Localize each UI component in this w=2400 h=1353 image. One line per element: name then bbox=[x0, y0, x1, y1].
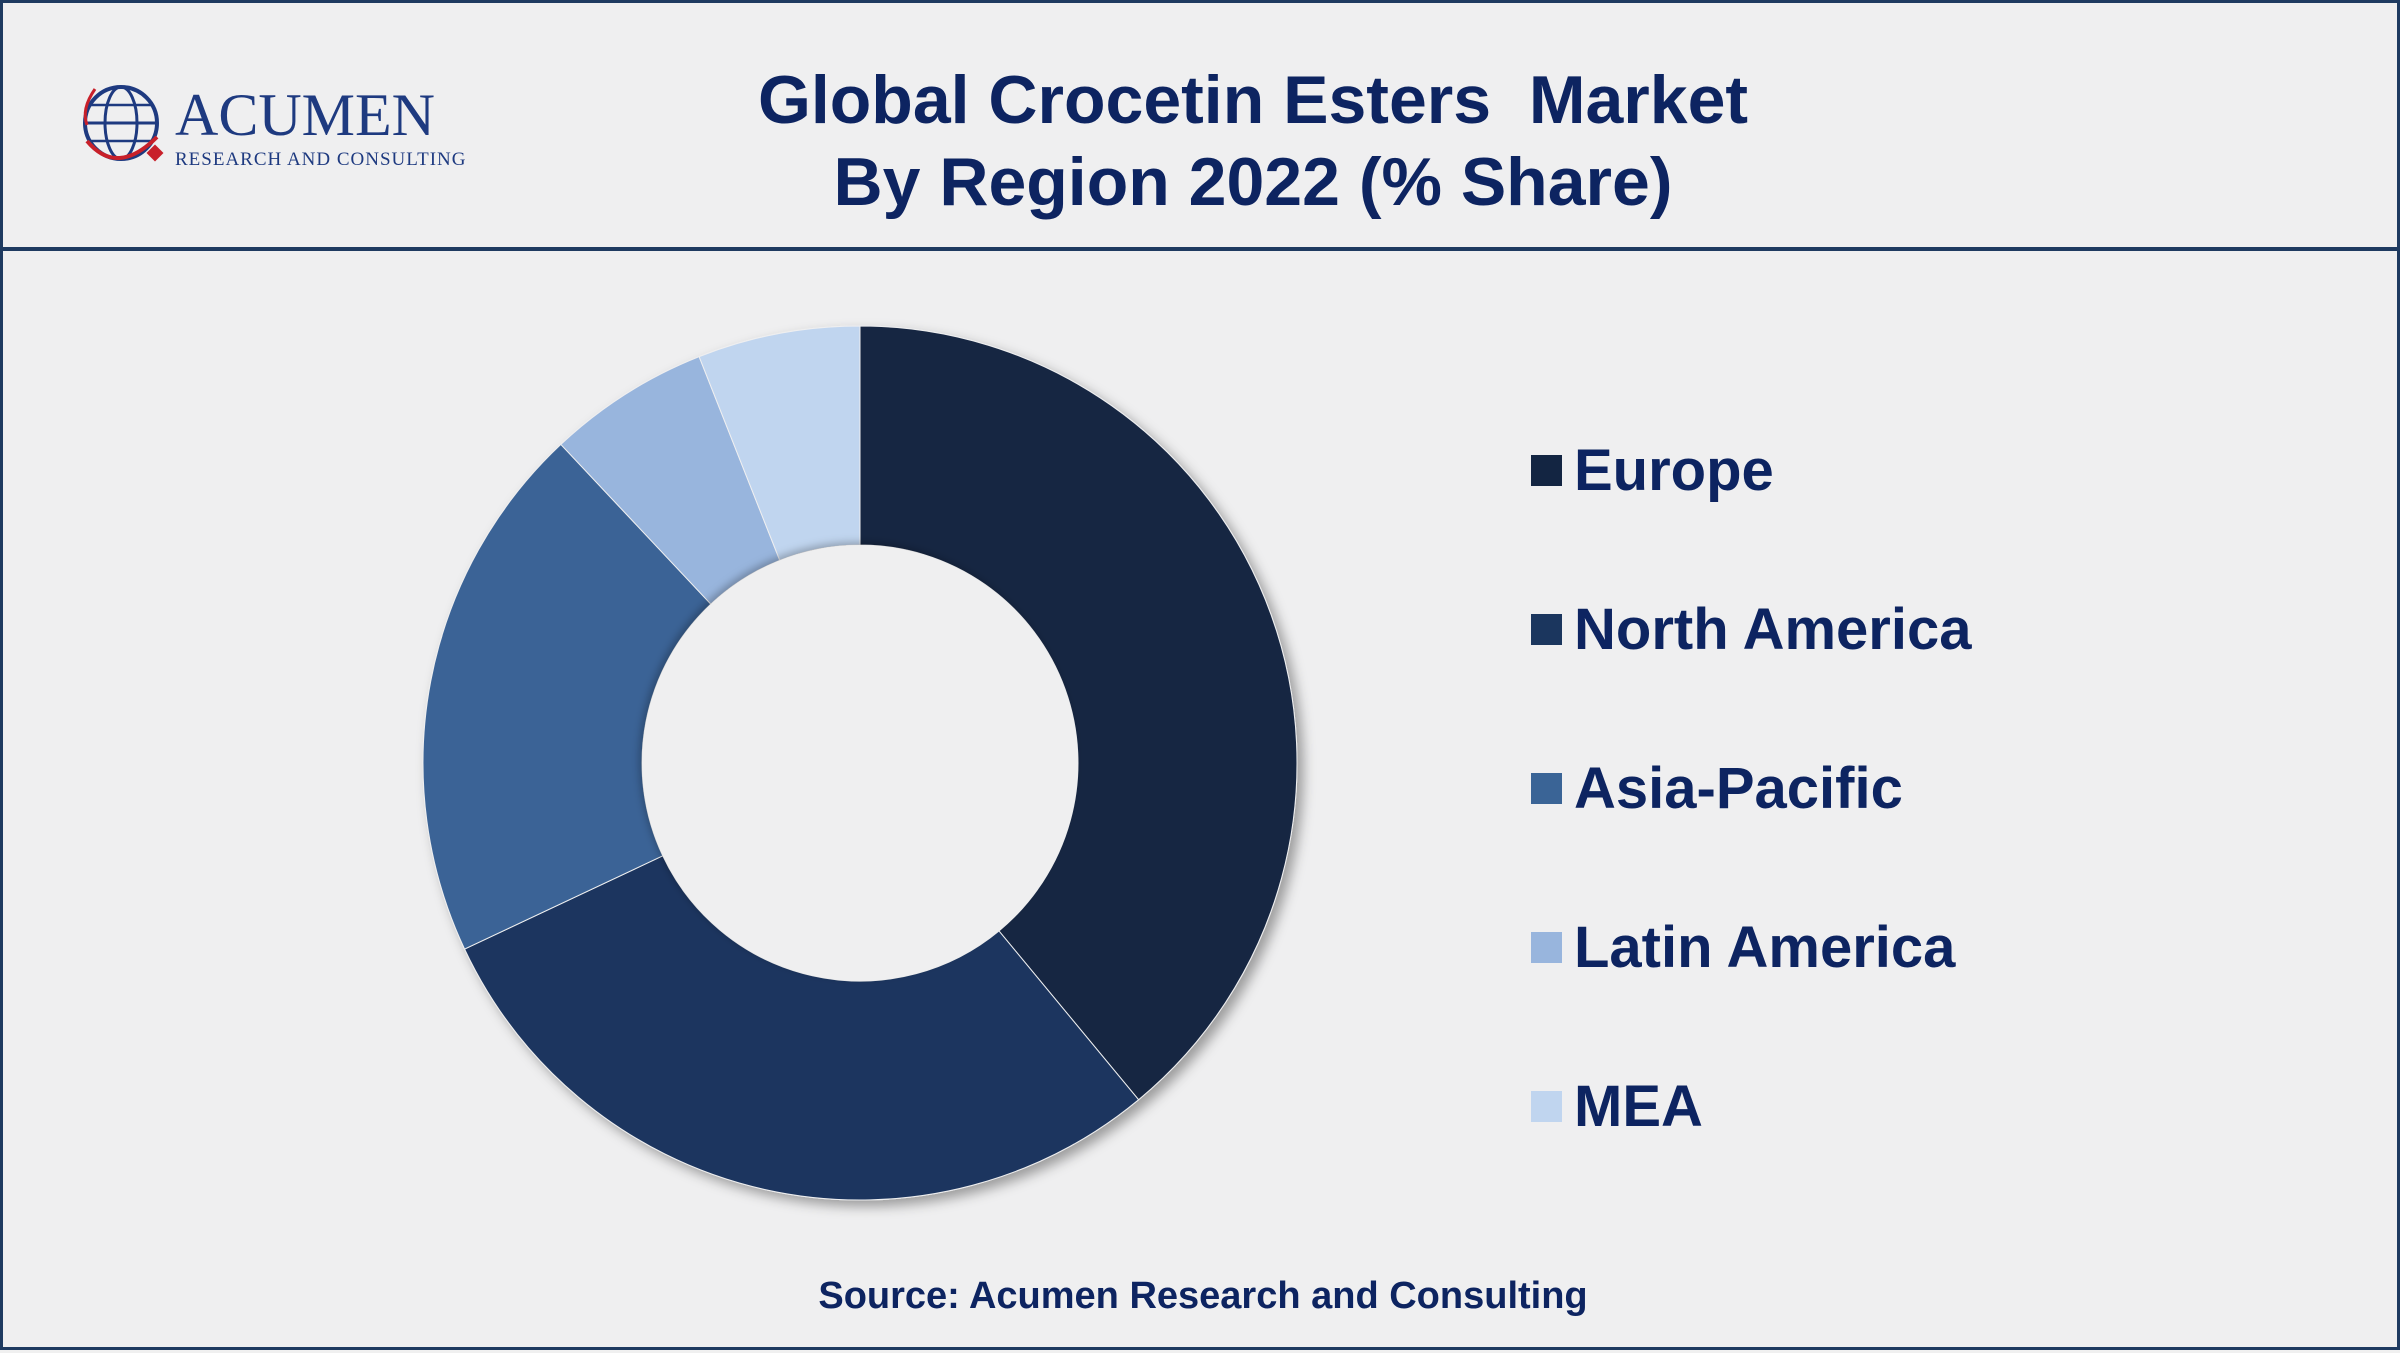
legend-swatch bbox=[1531, 614, 1562, 645]
legend-item: Europe bbox=[1531, 391, 1972, 550]
acumen-logo-icon: ACUMEN RESEARCH AND CONSULTING bbox=[83, 82, 467, 170]
legend-item: MEA bbox=[1531, 1027, 1972, 1186]
legend-item: Latin America bbox=[1531, 868, 1972, 1027]
header: ACUMEN RESEARCH AND CONSULTING Global Cr… bbox=[3, 3, 2397, 251]
legend-swatch bbox=[1531, 773, 1562, 804]
legend-label: Asia-Pacific bbox=[1574, 756, 1903, 821]
legend-item: North America bbox=[1531, 550, 1972, 709]
brand-name: ACUMEN bbox=[175, 82, 435, 148]
legend-swatch bbox=[1531, 932, 1562, 963]
legend-item: Asia-Pacific bbox=[1531, 709, 1972, 868]
brand-tagline: RESEARCH AND CONSULTING bbox=[175, 149, 467, 170]
brand-logo: ACUMEN RESEARCH AND CONSULTING bbox=[77, 79, 477, 175]
legend-swatch bbox=[1531, 455, 1562, 486]
donut-chart bbox=[422, 325, 1298, 1201]
legend-label: Latin America bbox=[1574, 915, 1956, 980]
source-note: Source: Acumen Research and Consulting bbox=[818, 1275, 1588, 1317]
donut-hole bbox=[642, 545, 1078, 981]
legend-label: Europe bbox=[1574, 438, 1774, 503]
chart-legend: Europe North America Asia-Pacific Latin Ame… bbox=[1531, 391, 1972, 1186]
legend-label: MEA bbox=[1574, 1074, 1703, 1139]
chart-area: Europe North America Asia-Pacific Latin Ame… bbox=[3, 251, 2400, 1353]
legend-swatch bbox=[1531, 1091, 1562, 1122]
legend-label: North America bbox=[1574, 597, 1972, 662]
chart-title: Global Crocetin Esters Market By Region … bbox=[757, 62, 1749, 220]
